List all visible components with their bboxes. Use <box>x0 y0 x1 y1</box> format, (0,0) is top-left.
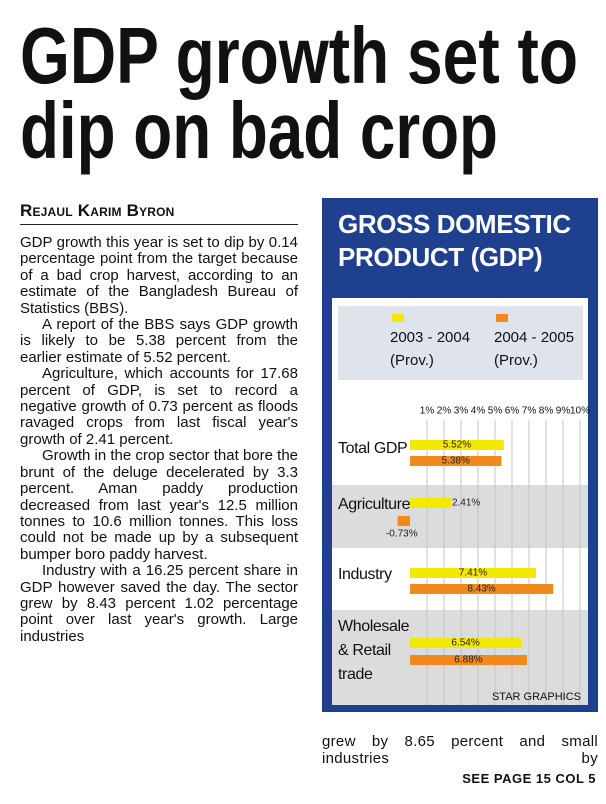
paragraph: Growth in the crop sector that bore the … <box>20 447 298 563</box>
chart-credit: STAR GRAPHICS <box>492 691 581 703</box>
category-label: Agriculture <box>338 496 411 513</box>
legend-qualifier: (Prov.) <box>390 352 434 369</box>
bar <box>410 638 522 648</box>
article-body: GDP growth this year is set to dip by 0.… <box>20 234 298 645</box>
x-tick-label: 7% <box>522 406 537 417</box>
x-tick-label: 4% <box>471 406 486 417</box>
article-continued: grew by 8.65 percent and small industrie… <box>322 733 598 767</box>
value-label: 5.38% <box>442 456 470 467</box>
value-label: 7.41% <box>459 568 487 579</box>
legend-swatch <box>392 314 404 322</box>
bar <box>410 498 451 508</box>
legend-qualifier: (Prov.) <box>494 352 538 369</box>
jump-line: SEE PAGE 15 COL 5 <box>462 771 596 786</box>
legend-panel <box>338 306 583 380</box>
x-tick-label: 8% <box>539 406 554 417</box>
paragraph: A report of the BBS says GDP growth is l… <box>20 316 298 366</box>
bar <box>410 568 536 578</box>
headline-line: GDP growth set to <box>20 11 578 100</box>
value-label: -0.73% <box>386 529 418 540</box>
paragraph: GDP growth this year is set to dip by 0.… <box>20 234 298 317</box>
value-label: 2.41% <box>452 498 480 509</box>
legend-label: 2003 - 2004 <box>390 329 470 346</box>
paragraph: Industry with a 16.25 percent share in G… <box>20 562 298 645</box>
x-tick-label: 3% <box>454 406 469 417</box>
x-tick-label: 9% <box>556 406 571 417</box>
headline-block: GDP growth set to dip on bad crop <box>20 11 578 175</box>
x-tick-label: 6% <box>505 406 520 417</box>
value-label: 8.43% <box>467 584 495 595</box>
legend-label: 2004 - 2005 <box>494 329 574 346</box>
value-label: 5.52% <box>443 440 471 451</box>
bar <box>410 584 554 594</box>
byline: Rejaul Karim Byron <box>20 201 298 225</box>
value-label: 6.88% <box>454 655 482 666</box>
category-label: Wholesale & Retail trade <box>338 618 410 683</box>
bar <box>410 456 502 466</box>
x-tick-label: 1% <box>420 406 435 417</box>
x-tick-label: 10% <box>570 406 590 417</box>
x-tick-label: 2% <box>437 406 452 417</box>
bar <box>397 516 410 526</box>
legend-swatch <box>496 314 508 322</box>
bar <box>410 440 504 450</box>
headline-line: dip on bad crop <box>20 86 498 175</box>
value-label: 6.54% <box>451 638 479 649</box>
chart-title: GROSS DOMESTIC PRODUCT (GDP) <box>338 209 571 272</box>
x-tick-label: 5% <box>488 406 503 417</box>
category-label: Industry <box>338 566 392 583</box>
paragraph: Agriculture, which accounts for 17.68 pe… <box>20 365 298 448</box>
row-band <box>332 485 588 548</box>
bar <box>410 655 527 665</box>
category-label: Total GDP <box>338 440 408 457</box>
